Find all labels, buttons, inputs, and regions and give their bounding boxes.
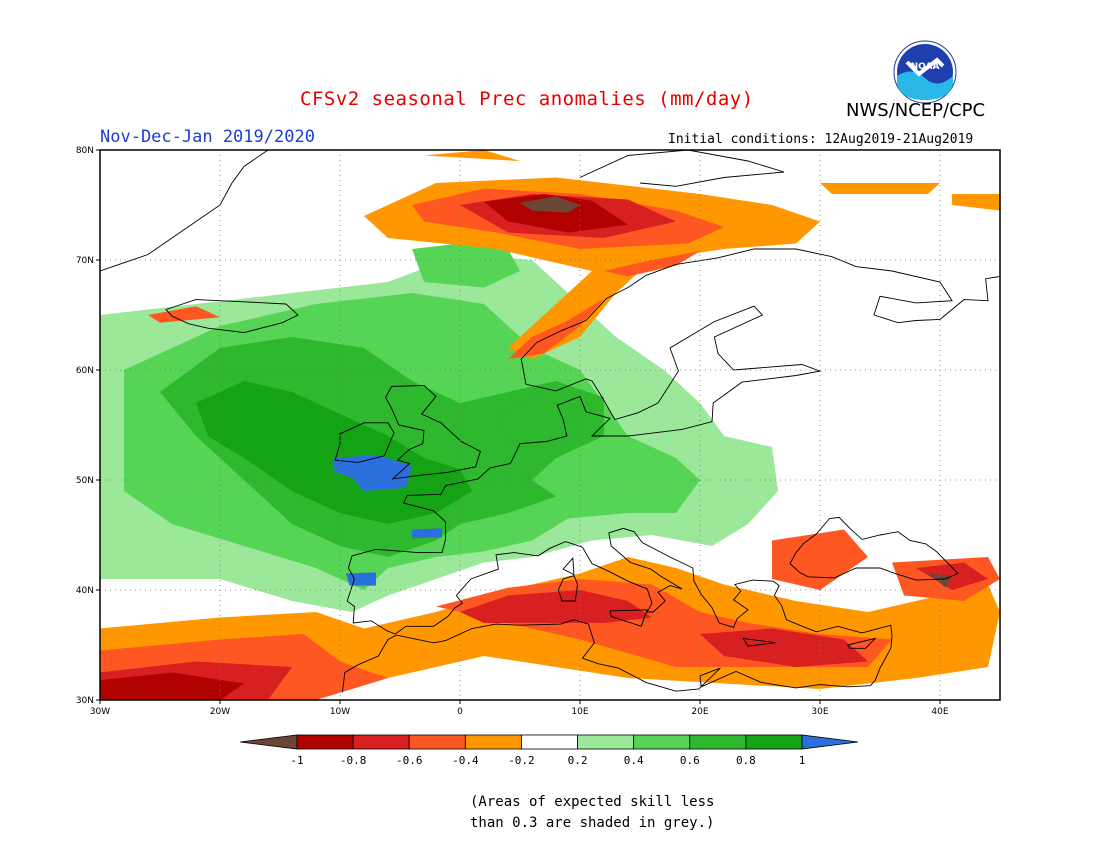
lat-label: 70N xyxy=(76,256,94,266)
map-frame xyxy=(99,149,1001,701)
colorbar-tick-label: 0.8 xyxy=(736,754,756,767)
colorbar-segment-above-max xyxy=(801,734,859,750)
lat-label: 50N xyxy=(76,476,94,486)
noaa-logo: NOAA xyxy=(893,40,957,104)
season-label: Nov-Dec-Jan 2019/2020 xyxy=(100,127,315,147)
coast-greenland xyxy=(100,150,269,272)
coast-novaya-zemlya xyxy=(1078,183,1100,244)
dry-area-emed-0.6 xyxy=(700,628,868,667)
coast-mediterranean xyxy=(341,527,893,693)
colorbar-tick-label: 0.6 xyxy=(680,754,700,767)
colorbar-tick-label: 1 xyxy=(799,754,806,767)
initial-conditions-label: Initial conditions: 12Aug2019-21Aug2019 xyxy=(668,132,974,147)
colorbar-segment xyxy=(745,734,803,750)
dry-area-atlantic-0.8 xyxy=(100,672,244,700)
noaa-logo-text: NOAA xyxy=(911,62,940,72)
longitude-labels: 30W 20W 10W 0 10E 20E 30E 40E xyxy=(90,700,949,717)
colorbar-tick-label: -1 xyxy=(290,754,303,767)
coast-ireland xyxy=(334,422,395,463)
footnote-line-1: (Areas of expected skill less xyxy=(470,794,715,810)
lon-label: 10E xyxy=(571,707,588,717)
coast-crete xyxy=(742,637,776,647)
colorbar-tick-label: 0.4 xyxy=(624,754,644,767)
lon-label: 0 xyxy=(457,707,463,717)
colorbar xyxy=(239,734,859,750)
colorbar-segment xyxy=(689,734,747,750)
coast-black-sea xyxy=(789,516,959,581)
dry-area-iceland xyxy=(148,306,220,323)
colorbar-tick-label: -0.6 xyxy=(396,754,423,767)
footnote-line-2: than 0.3 are shaded in grey.) xyxy=(470,815,715,831)
coast-iceland xyxy=(165,299,299,334)
wet-area-0.4-north xyxy=(412,243,520,288)
graticule xyxy=(100,150,1000,700)
wet-area-0.8 xyxy=(196,381,472,524)
coast-sicily xyxy=(609,609,648,627)
coastlines xyxy=(100,150,1100,693)
dry-area-north-0.8 xyxy=(484,194,628,233)
colorbar-segment xyxy=(408,734,466,750)
coast-sardinia xyxy=(557,575,579,602)
dry-area-svalbard xyxy=(424,150,520,161)
lon-label: 20W xyxy=(210,707,230,717)
lat-label: 80N xyxy=(76,146,94,156)
dry-area-med-0.6 xyxy=(460,590,652,623)
lon-label: 30E xyxy=(811,707,828,717)
dry-area-norway-west xyxy=(508,298,604,359)
lat-label: 60N xyxy=(76,366,94,376)
dry-area-kara xyxy=(952,194,1000,211)
lon-label: 20E xyxy=(691,707,708,717)
colorbar-tick-label: -0.2 xyxy=(508,754,535,767)
coast-north-europe xyxy=(351,248,1000,557)
coast-corsica xyxy=(562,556,575,576)
colorbar-tick-label: 0.2 xyxy=(568,754,588,767)
colorbar-labels: -1 -0.8 -0.6 -0.4 -0.2 0.2 0.4 0.6 0.8 1 xyxy=(290,754,805,767)
colorbar-tick-label: -0.8 xyxy=(340,754,367,767)
wet-area-1-b xyxy=(412,528,442,539)
colorbar-segment xyxy=(577,734,635,750)
dry-area-norway-coast xyxy=(604,251,700,277)
anomaly-shading xyxy=(100,150,1000,700)
dry-area-blacksea-0.4 xyxy=(772,529,868,590)
lat-label: 30N xyxy=(76,696,94,706)
coast-britain xyxy=(385,384,481,480)
lon-label: 10W xyxy=(330,707,350,717)
colorbar-segment xyxy=(296,734,354,750)
colorbar-segment-below-min xyxy=(239,734,298,750)
colorbar-segment xyxy=(521,734,578,750)
lat-label: 40N xyxy=(76,586,94,596)
coast-cyprus xyxy=(846,637,877,649)
wet-area-1-c xyxy=(346,572,376,586)
lon-label: 30W xyxy=(90,707,110,717)
wet-area-1 xyxy=(334,454,412,491)
dry-area-barents xyxy=(820,183,940,194)
colorbar-segment xyxy=(633,734,691,750)
chart-title: CFSv2 seasonal Prec anomalies (mm/day) xyxy=(300,88,754,110)
latitude-labels: 80N 70N 60N 50N 40N 30N xyxy=(76,146,100,706)
colorbar-tick-label: -0.4 xyxy=(452,754,479,767)
coast-svalbard xyxy=(579,150,785,187)
map-figure: 80N 70N 60N 50N 40N 30N 30W 20W 10W 0 10E 20E 30E 40… xyxy=(76,146,1100,767)
skill-footnote: (Areas of expected skill less than 0.3 a… xyxy=(470,792,714,834)
colorbar-segment xyxy=(464,734,522,750)
colorbar-segment xyxy=(352,734,410,750)
dry-area-north-1 xyxy=(520,196,580,213)
lon-label: 40E xyxy=(931,707,948,717)
agency-label: NWS/NCEP/CPC xyxy=(846,100,986,121)
